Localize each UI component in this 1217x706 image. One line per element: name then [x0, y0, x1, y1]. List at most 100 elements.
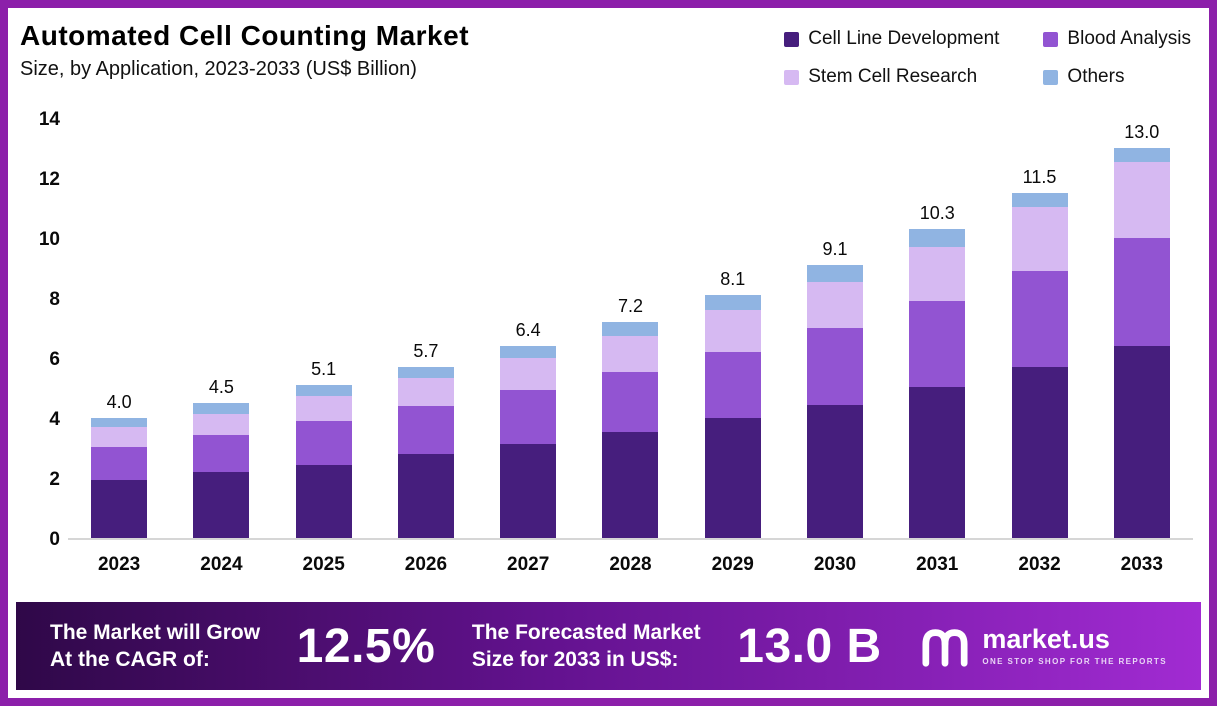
bar-group: 7.2	[579, 118, 681, 538]
cagr-label-line2: At the CAGR of:	[50, 648, 210, 671]
bar-segment	[500, 346, 557, 358]
bar-group: 5.7	[375, 118, 477, 538]
forecast-label: The Forecasted Market Size for 2033 in U…	[472, 619, 701, 674]
bar-segment	[193, 434, 250, 472]
bar-segment	[806, 328, 863, 405]
bar-segment	[704, 310, 761, 352]
bar-group: 4.0	[68, 118, 170, 538]
bar-total-label: 6.4	[515, 320, 541, 340]
bar-total-label: 11.5	[1022, 167, 1057, 187]
bar-total-label: 13.0	[1124, 122, 1160, 142]
x-axis-label: 2025	[302, 554, 345, 575]
bar-segment	[295, 385, 352, 396]
bar-group: 13.0	[1091, 118, 1193, 538]
bar-segment	[397, 406, 454, 454]
legend-label: Others	[1067, 66, 1125, 87]
bar-segment	[295, 464, 352, 538]
footer-banner: The Market will Grow At the CAGR of: 12.…	[16, 602, 1201, 690]
bar-total-label: 5.7	[413, 341, 439, 361]
bar-total-label: 7.2	[617, 296, 643, 316]
bar-total-label: 10.3	[919, 203, 955, 223]
bar-segment	[91, 427, 148, 447]
bar-total-label: 5.1	[311, 359, 337, 379]
bar-segment	[295, 395, 352, 421]
bar-segment	[1113, 346, 1170, 538]
bar-stack	[602, 322, 659, 538]
chart-area: 14 12 10 8 6 4 2 0 4.0 4.5 5.1 5.7 6.4 7.2 8.1 9.1 10.3…	[22, 109, 1193, 576]
bar-stack	[193, 403, 250, 538]
bar-segment	[1011, 206, 1068, 271]
bar-segment	[1113, 238, 1170, 346]
bar-segment	[91, 418, 148, 427]
legend-item: Stem Cell Research	[784, 66, 999, 88]
forecast-label-line1: The Forecasted Market	[471, 620, 701, 644]
x-axis: 2023 2024 2025 2026 2027 2028 2029 2030 2031 2032…	[68, 554, 1193, 576]
bar-group: 9.1	[784, 118, 886, 538]
x-axis-label: 2023	[97, 554, 141, 575]
bar-group: 6.4	[477, 118, 579, 538]
bar-segment	[1011, 271, 1068, 367]
bar-segment	[909, 247, 966, 301]
bar-segment	[704, 295, 761, 310]
forecast-label-line2: Size for 2033 in US$:	[471, 648, 679, 671]
y-axis-label: 10	[38, 229, 60, 250]
legend: Cell Line Development Blood Analysis Stem …	[784, 16, 1197, 112]
x-axis-label: 2027	[507, 554, 550, 575]
x-axis-label: 2026	[404, 554, 448, 575]
bar-segment	[193, 403, 250, 414]
x-axis-label: 2029	[711, 554, 754, 575]
bar-segment	[397, 367, 454, 378]
bar-segment	[91, 446, 148, 480]
cagr-label-line1: The Market will Grow	[50, 620, 261, 644]
bar-stack	[806, 265, 863, 538]
bar-segment	[602, 431, 659, 538]
bar-segment	[806, 281, 863, 328]
legend-marker-icon	[784, 69, 800, 85]
bar-segment	[91, 479, 148, 538]
bar-segment	[193, 472, 250, 538]
x-axis-label: 2030	[813, 554, 857, 575]
bar-stack	[91, 418, 148, 538]
bar-stack	[704, 295, 761, 538]
header: Automated Cell Counting Market Size, by …	[20, 16, 1197, 112]
y-axis-label: 12	[38, 169, 60, 190]
bar-segment	[909, 301, 966, 387]
bar-group: 8.1	[682, 118, 784, 538]
chart-canvas: Automated Cell Counting Market Size, by …	[8, 8, 1209, 698]
bar-group: 4.5	[170, 118, 272, 538]
brand-name: market.us	[982, 624, 1110, 654]
bar-segment	[602, 371, 659, 432]
title-block: Automated Cell Counting Market Size, by …	[20, 16, 469, 112]
bar-group: 10.3	[886, 118, 988, 538]
legend-item: Others	[1043, 66, 1191, 88]
legend-label: Cell Line Development	[808, 28, 1000, 49]
bar-stack	[397, 367, 454, 538]
bar-total-label: 9.1	[822, 239, 848, 259]
brand-tagline: ONE STOP SHOP FOR THE REPORTS	[982, 657, 1167, 666]
bar-segment	[500, 443, 557, 538]
plot-column: 4.0 4.5 5.1 5.7 6.4 7.2 8.1 9.1 10.3 11.5 13.0 202…	[68, 120, 1193, 576]
legend-marker-icon	[1043, 31, 1059, 47]
bar-segment	[806, 404, 863, 538]
bar-segment	[193, 413, 250, 435]
bar-group: 5.1	[273, 118, 375, 538]
bar-segment	[909, 229, 966, 247]
bar-stack	[295, 385, 352, 538]
y-axis: 14 12 10 8 6 4 2 0	[22, 109, 68, 550]
bar-stack	[909, 229, 966, 538]
y-axis-label: 4	[49, 409, 60, 430]
brand-logo-group: market.us ONE STOP SHOP FOR THE REPORTS	[918, 623, 1167, 669]
bar-segment	[397, 454, 454, 538]
bar-segment	[1011, 193, 1068, 207]
bar-stack	[500, 346, 557, 538]
y-axis-label: 6	[49, 349, 60, 370]
bar-stack	[1113, 148, 1170, 538]
bar-segment	[704, 418, 761, 538]
marketus-logo-icon	[922, 629, 968, 667]
plot-area: 4.0 4.5 5.1 5.7 6.4 7.2 8.1 9.1 10.3 11.5 13.0	[68, 120, 1193, 540]
page-subtitle: Size, by Application, 2023-2033 (US$ Bil…	[20, 58, 417, 80]
x-axis-label: 2033	[1120, 554, 1163, 575]
bar-total-label: 8.1	[720, 269, 746, 289]
bar-total-label: 4.5	[208, 377, 234, 397]
